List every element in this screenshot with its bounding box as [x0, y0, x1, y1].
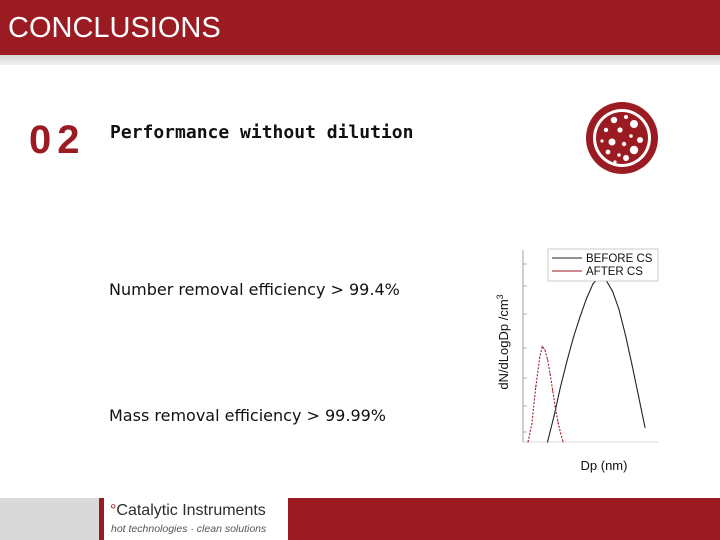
data-point [637, 395, 640, 397]
data-point [539, 356, 541, 358]
y-axis-label-text: dN/dLogDp /cm [496, 299, 511, 389]
data-point [572, 336, 575, 338]
data-point [535, 386, 537, 388]
data-point [531, 423, 533, 425]
company-logo: °Catalytic Instruments hot technologies … [104, 498, 288, 540]
legend-box [547, 248, 659, 282]
plot-frame [522, 250, 658, 443]
legend-label-after: AFTER CS [586, 266, 643, 278]
page-title: CONCLUSIONS [8, 12, 221, 44]
series-line-after-cs [527, 344, 564, 443]
header-divider [0, 55, 720, 65]
size-distribution-chart: dN/dLogDp /cm3 Dp (nm) BEFORE CS AFTER C… [495, 248, 659, 473]
data-point [559, 386, 562, 388]
data-point [557, 421, 559, 423]
data-point [618, 308, 620, 311]
logo-mark: ° [110, 502, 117, 519]
data-point [624, 334, 627, 336]
data-point [611, 290, 614, 292]
particle-dots-icon [586, 102, 658, 174]
data-point [559, 432, 562, 434]
data-point [552, 389, 554, 392]
data-point [579, 316, 581, 318]
y-axis-label-superscript: 3 [495, 294, 505, 299]
bullet-mass-efficiency: Mass removal efficiency > 99.99% [109, 406, 387, 425]
data-point [553, 415, 555, 417]
series-line-before-cs [546, 275, 646, 443]
section-number: 02 [29, 118, 86, 162]
data-point [644, 426, 646, 428]
section-title: Performance without dilution [110, 122, 414, 143]
data-point [631, 364, 633, 366]
data-point [562, 441, 564, 443]
data-point [554, 406, 556, 408]
logo-name: Catalytic Instruments [116, 502, 266, 519]
x-axis-label: Dp (nm) [581, 458, 628, 473]
legend: BEFORE CS AFTER CS [547, 248, 659, 282]
footer-gray-block [0, 498, 99, 540]
data-point [527, 441, 529, 443]
data-point [541, 345, 543, 347]
header-bar: CONCLUSIONS [0, 0, 720, 55]
series-layer [527, 275, 646, 443]
data-point [544, 349, 546, 351]
data-point [592, 283, 594, 285]
y-ticks [523, 263, 527, 433]
logo-tagline: hot technologies · clean solutions [111, 523, 267, 535]
data-point [566, 360, 568, 362]
data-point [549, 373, 551, 375]
data-point [546, 358, 549, 360]
y-axis-label: dN/dLogDp /cm3 [495, 294, 511, 389]
data-point [585, 297, 588, 300]
data-point [546, 441, 549, 443]
legend-label-before: BEFORE CS [586, 253, 653, 265]
bullet-number-efficiency: Number removal efficiency > 99.4% [109, 280, 400, 299]
